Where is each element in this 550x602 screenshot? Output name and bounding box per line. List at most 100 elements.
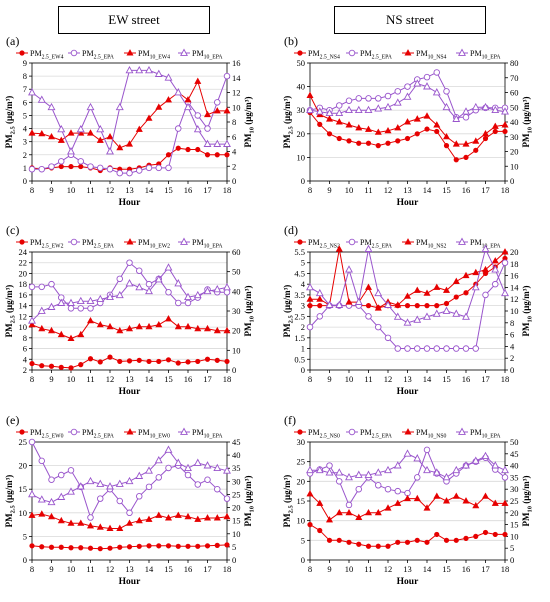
y-right-tick-label: 16 bbox=[232, 58, 241, 68]
y-left-tick-label: 2.5 bbox=[294, 311, 305, 321]
y-left-tick-label: 1 bbox=[23, 163, 27, 173]
y-left-tick-label: 8 bbox=[23, 71, 27, 81]
x-tick-label: 8 bbox=[308, 564, 312, 574]
data-point bbox=[165, 543, 172, 549]
data-point bbox=[194, 77, 202, 84]
legend-marker bbox=[180, 427, 188, 435]
y-right-tick-label: 5 bbox=[232, 542, 236, 552]
y-right-tick-label: 0 bbox=[510, 365, 514, 375]
data-point bbox=[433, 121, 441, 128]
legend-label: PM2.5_EPA bbox=[360, 428, 393, 440]
data-point bbox=[224, 152, 230, 158]
data-point bbox=[48, 544, 55, 550]
data-point bbox=[28, 129, 36, 136]
data-point bbox=[345, 472, 353, 481]
data-point bbox=[39, 363, 45, 369]
data-point bbox=[345, 508, 353, 516]
y-right-tick-label: 10 bbox=[510, 531, 519, 541]
legend-marker bbox=[70, 428, 78, 436]
data-point bbox=[443, 345, 450, 352]
data-point bbox=[502, 531, 508, 538]
data-point bbox=[106, 292, 114, 301]
y-left-tick-label: 0.5 bbox=[294, 354, 305, 364]
data-point bbox=[195, 146, 201, 153]
legend-marker bbox=[348, 428, 356, 436]
y-left-tick-label: 18 bbox=[19, 279, 28, 289]
data-point bbox=[394, 124, 402, 131]
legend-label: PM10_EW4 bbox=[138, 49, 170, 61]
data-point bbox=[394, 487, 402, 495]
y-left-tick-label: 6 bbox=[23, 344, 27, 354]
data-point bbox=[452, 465, 461, 474]
data-point bbox=[204, 476, 211, 484]
data-point bbox=[463, 535, 469, 541]
y-right-tick-label: 10 bbox=[232, 529, 241, 539]
y-right-tick-label: 10 bbox=[232, 345, 241, 355]
legend-marker bbox=[458, 427, 466, 435]
data-point bbox=[364, 244, 373, 252]
y-right-tick-label: 10 bbox=[510, 306, 519, 316]
data-point bbox=[462, 461, 470, 469]
data-point bbox=[223, 288, 231, 296]
legend-label: PM2.5_EPA bbox=[82, 238, 115, 250]
data-point bbox=[443, 537, 450, 543]
data-point bbox=[384, 334, 392, 342]
legend-marker bbox=[458, 237, 466, 245]
data-point bbox=[423, 82, 431, 90]
data-point bbox=[424, 126, 430, 132]
data-point bbox=[47, 512, 56, 520]
data-point bbox=[307, 303, 313, 309]
data-point bbox=[106, 147, 114, 155]
data-point bbox=[375, 482, 382, 489]
data-point bbox=[203, 286, 212, 295]
data-point bbox=[164, 96, 173, 103]
data-point bbox=[223, 512, 231, 520]
data-point bbox=[432, 88, 441, 96]
data-point bbox=[501, 465, 509, 474]
data-point bbox=[146, 358, 152, 365]
data-point bbox=[452, 492, 460, 499]
legend-label: PM10_EPA bbox=[192, 238, 223, 250]
data-point bbox=[58, 163, 64, 170]
x-tick-label: 12 bbox=[384, 374, 393, 384]
y-right-tick-label: 0 bbox=[232, 365, 236, 375]
legend-marker bbox=[126, 49, 134, 56]
legend-label: PM10_EPA bbox=[470, 238, 501, 250]
data-point bbox=[374, 468, 383, 476]
x-tick-label: 11 bbox=[364, 374, 372, 384]
data-point bbox=[96, 164, 104, 172]
y-left-tick-label: 22 bbox=[19, 258, 28, 268]
data-point bbox=[432, 309, 441, 317]
x-axis-label: Hour bbox=[119, 577, 141, 587]
data-point bbox=[462, 140, 470, 147]
data-point bbox=[481, 451, 490, 460]
data-point bbox=[145, 466, 153, 474]
data-point bbox=[96, 479, 105, 487]
data-point bbox=[154, 69, 163, 77]
x-tick-label: 9 bbox=[327, 185, 331, 195]
data-point bbox=[501, 107, 509, 115]
x-tick-label: 18 bbox=[223, 185, 232, 195]
y-left-tick-label: 10 bbox=[297, 516, 306, 526]
legend-marker bbox=[180, 237, 188, 245]
x-tick-label: 11 bbox=[86, 185, 94, 195]
data-point bbox=[325, 115, 334, 122]
x-tick-label: 18 bbox=[223, 374, 232, 384]
data-point bbox=[453, 537, 459, 543]
data-point bbox=[395, 138, 401, 144]
data-point bbox=[164, 514, 173, 521]
data-point bbox=[184, 102, 192, 111]
y-right-tick-label: 16 bbox=[510, 271, 519, 281]
y-left-tick-label: 4 bbox=[23, 354, 28, 364]
y-right-tick-label: 4 bbox=[510, 341, 515, 351]
y-left-tick-label: 4 bbox=[23, 124, 28, 134]
data-point bbox=[462, 497, 470, 504]
y-right-tick-label: 20 bbox=[510, 147, 519, 157]
y-right-tick-label: 50 bbox=[510, 437, 519, 447]
y-right-tick-label: 5 bbox=[510, 543, 514, 553]
data-point bbox=[306, 490, 314, 497]
legend-marker bbox=[126, 428, 134, 435]
data-point bbox=[501, 288, 509, 297]
data-point bbox=[185, 359, 191, 365]
